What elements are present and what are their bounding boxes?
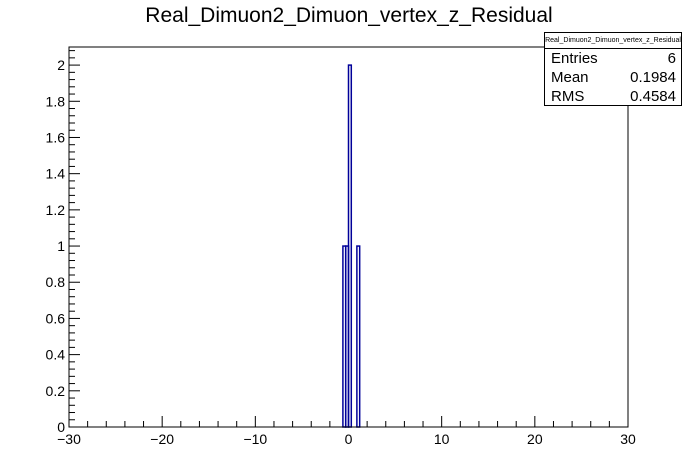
y-tick-label: 0.8 <box>46 274 66 290</box>
stats-mean-label: Mean <box>551 69 589 86</box>
x-tick-label: −20 <box>150 431 174 447</box>
y-tick-label: 1.6 <box>46 129 66 145</box>
stats-rms-value: 0.4584 <box>630 88 676 105</box>
stats-row-entries: Entries 6 <box>545 49 681 68</box>
stats-box-title: Real_Dimuon2_Dimuon_vertex_z_Residual <box>545 33 681 49</box>
stats-entries-value: 6 <box>667 50 676 67</box>
stats-row-mean: Mean 0.1984 <box>545 68 681 87</box>
x-tick-label: −10 <box>243 431 267 447</box>
x-tick-label: 10 <box>434 431 450 447</box>
y-tick-label: 0 <box>57 419 65 435</box>
y-tick-label: 1 <box>57 238 65 254</box>
x-tick-label: 30 <box>620 431 636 447</box>
x-tick-label: 0 <box>345 431 353 447</box>
y-tick-label: 0.2 <box>46 383 66 399</box>
y-tick-label: 2 <box>57 57 65 73</box>
histogram-bin <box>347 64 353 428</box>
y-tick-label: 1.8 <box>46 93 66 109</box>
stats-mean-value: 0.1984 <box>630 69 676 86</box>
stats-box: Real_Dimuon2_Dimuon_vertex_z_Residual En… <box>544 32 682 106</box>
stats-rms-label: RMS <box>551 88 585 105</box>
chart-title: Real_Dimuon2_Dimuon_vertex_z_Residual <box>145 4 553 27</box>
x-tick-label: −30 <box>57 431 81 447</box>
stats-entries-label: Entries <box>551 50 598 67</box>
stats-row-rms: RMS 0.4584 <box>545 87 681 106</box>
y-tick-label: 0.6 <box>46 310 66 326</box>
y-tick-label: 0.4 <box>46 347 66 363</box>
plot-frame <box>68 46 629 428</box>
histogram-bin <box>356 245 361 428</box>
y-tick-label: 1.2 <box>46 202 66 218</box>
y-tick-label: 1.4 <box>46 166 66 182</box>
x-tick-label: 20 <box>527 431 543 447</box>
